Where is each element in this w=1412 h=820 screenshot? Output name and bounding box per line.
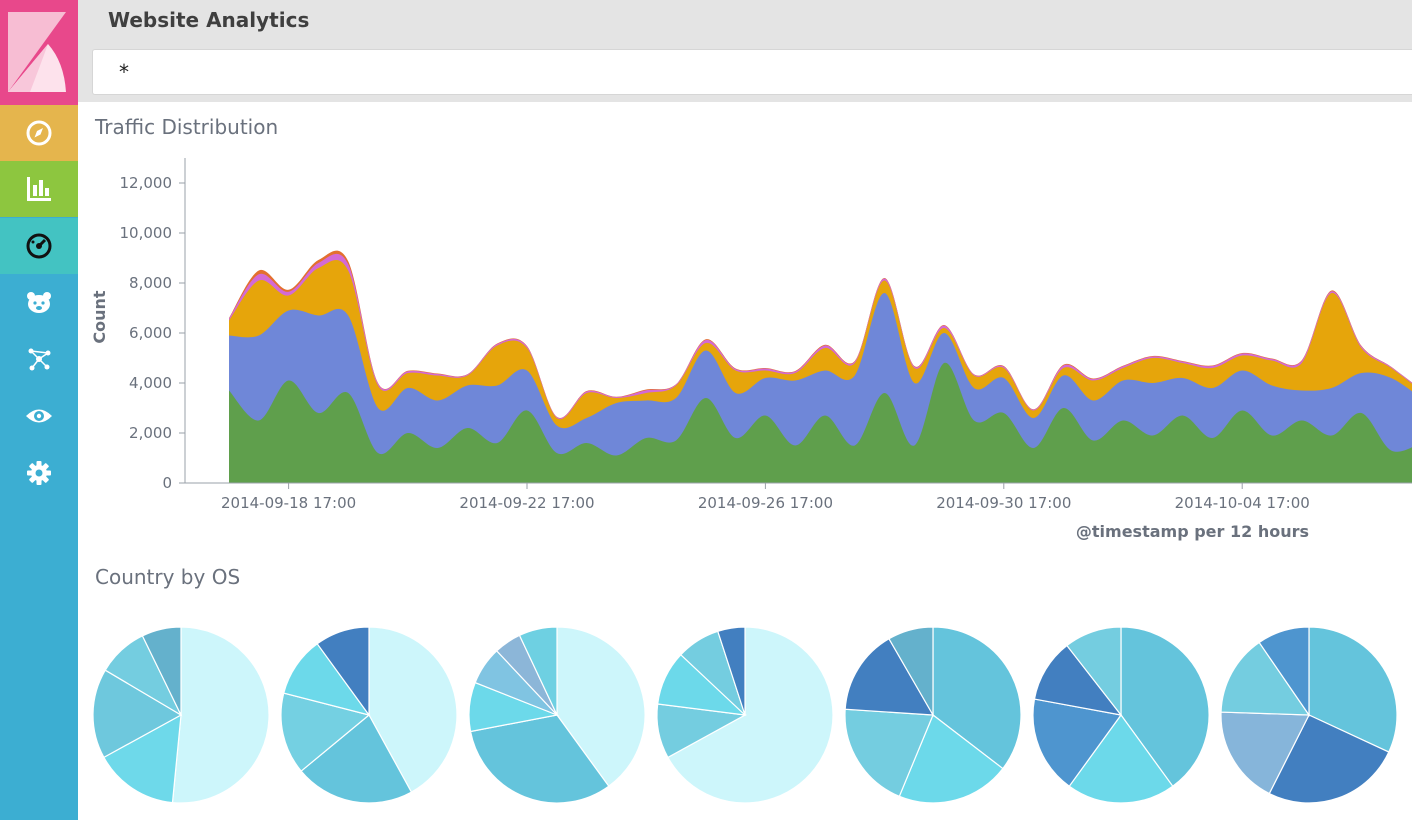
compass-icon [24,118,54,148]
pie-slice [717,626,746,716]
pie-slice [1268,714,1390,804]
pie-slice [844,708,934,798]
traffic-panel-title: Traffic Distribution [95,115,279,139]
area-series-1 [229,362,1412,483]
x-tick-label: 2014-09-30 17:00 [936,494,1071,512]
pie-slice [300,714,413,804]
x-tick-label: 2014-09-22 17:00 [459,494,594,512]
y-tick-label: 6,000 [129,324,172,342]
pie-slice [1068,713,1174,804]
y-tick-label: 2,000 [129,424,172,442]
pie-slice [898,714,1004,804]
bar-chart-icon [24,174,54,204]
dashboard-panels: Traffic Distribution 0 2,000 4,000 6,000 8,0… [78,102,1412,820]
country-panel-title: Country by OS [95,565,241,589]
y-tick-label: 12,000 [120,174,173,192]
pie-slice [1066,626,1122,717]
graph-network-icon [24,344,54,374]
x-tick-label: 2014-10-04 17:00 [1175,494,1310,512]
pie-slice [667,626,834,804]
y-tick-label: 4,000 [129,374,172,392]
pie-chart-6 [1032,626,1210,804]
y-tick-label: 0 [162,474,172,492]
y-tick-label: 10,000 [120,224,173,242]
pie-slice [844,637,935,716]
pie-slice [1033,644,1123,716]
pie-slice [932,626,1022,770]
dashboard-gauge-icon [24,231,54,261]
x-axis-title: @timestamp per 12 hours [1076,522,1309,541]
pie-slice [1120,626,1210,788]
pie-slice [171,626,270,804]
x-tick-label: 2014-09-18 17:00 [221,494,356,512]
pie-slice [280,692,371,772]
nav-dashboard[interactable] [0,218,78,274]
pie-chart-3 [468,626,646,804]
gear-icon [24,458,54,488]
top-bar: Website Analytics [78,0,1412,102]
nav-discover[interactable] [0,105,78,161]
pie-slice [1220,711,1310,795]
pie-slice [1220,641,1311,716]
search-query-input[interactable] [92,49,1412,95]
pie-slice [556,626,646,788]
pie-slice [518,626,558,716]
pie-slice [469,714,610,804]
pie-chart-2 [280,626,458,804]
dashboard-title: Website Analytics [108,8,310,32]
pie-slice [316,626,370,717]
nav-management[interactable] [0,445,78,501]
nav-timelion[interactable] [0,275,78,331]
kibana-logo-icon[interactable] [0,0,78,105]
traffic-area-chart: 0 2,000 4,000 6,000 8,000 10,000 12,000 2014-09… [90,158,1412,541]
x-tick-label: 2014-09-26 17:00 [698,494,833,512]
pie-slice [1032,698,1123,788]
pie-chart-7 [1220,626,1398,804]
pie-slice [141,626,182,716]
pie-slice [103,713,182,804]
pie-slice [368,626,458,793]
pie-slice [92,669,183,759]
pie-chart-4 [656,626,834,804]
pie-slice [1308,626,1398,753]
nav-graph[interactable] [0,331,78,387]
country-pie-charts [92,626,1398,804]
nav-visualize[interactable] [0,161,78,217]
eye-icon [24,401,54,431]
y-tick-label: 8,000 [129,274,172,292]
pie-chart-1 [92,626,270,804]
pie-slice [888,626,934,718]
pie-slice [1258,626,1310,717]
nav-monitoring[interactable] [0,388,78,444]
pie-chart-5 [844,626,1022,804]
y-axis-title: Count [90,290,109,344]
bear-icon [24,288,54,318]
sidebar [0,0,78,820]
